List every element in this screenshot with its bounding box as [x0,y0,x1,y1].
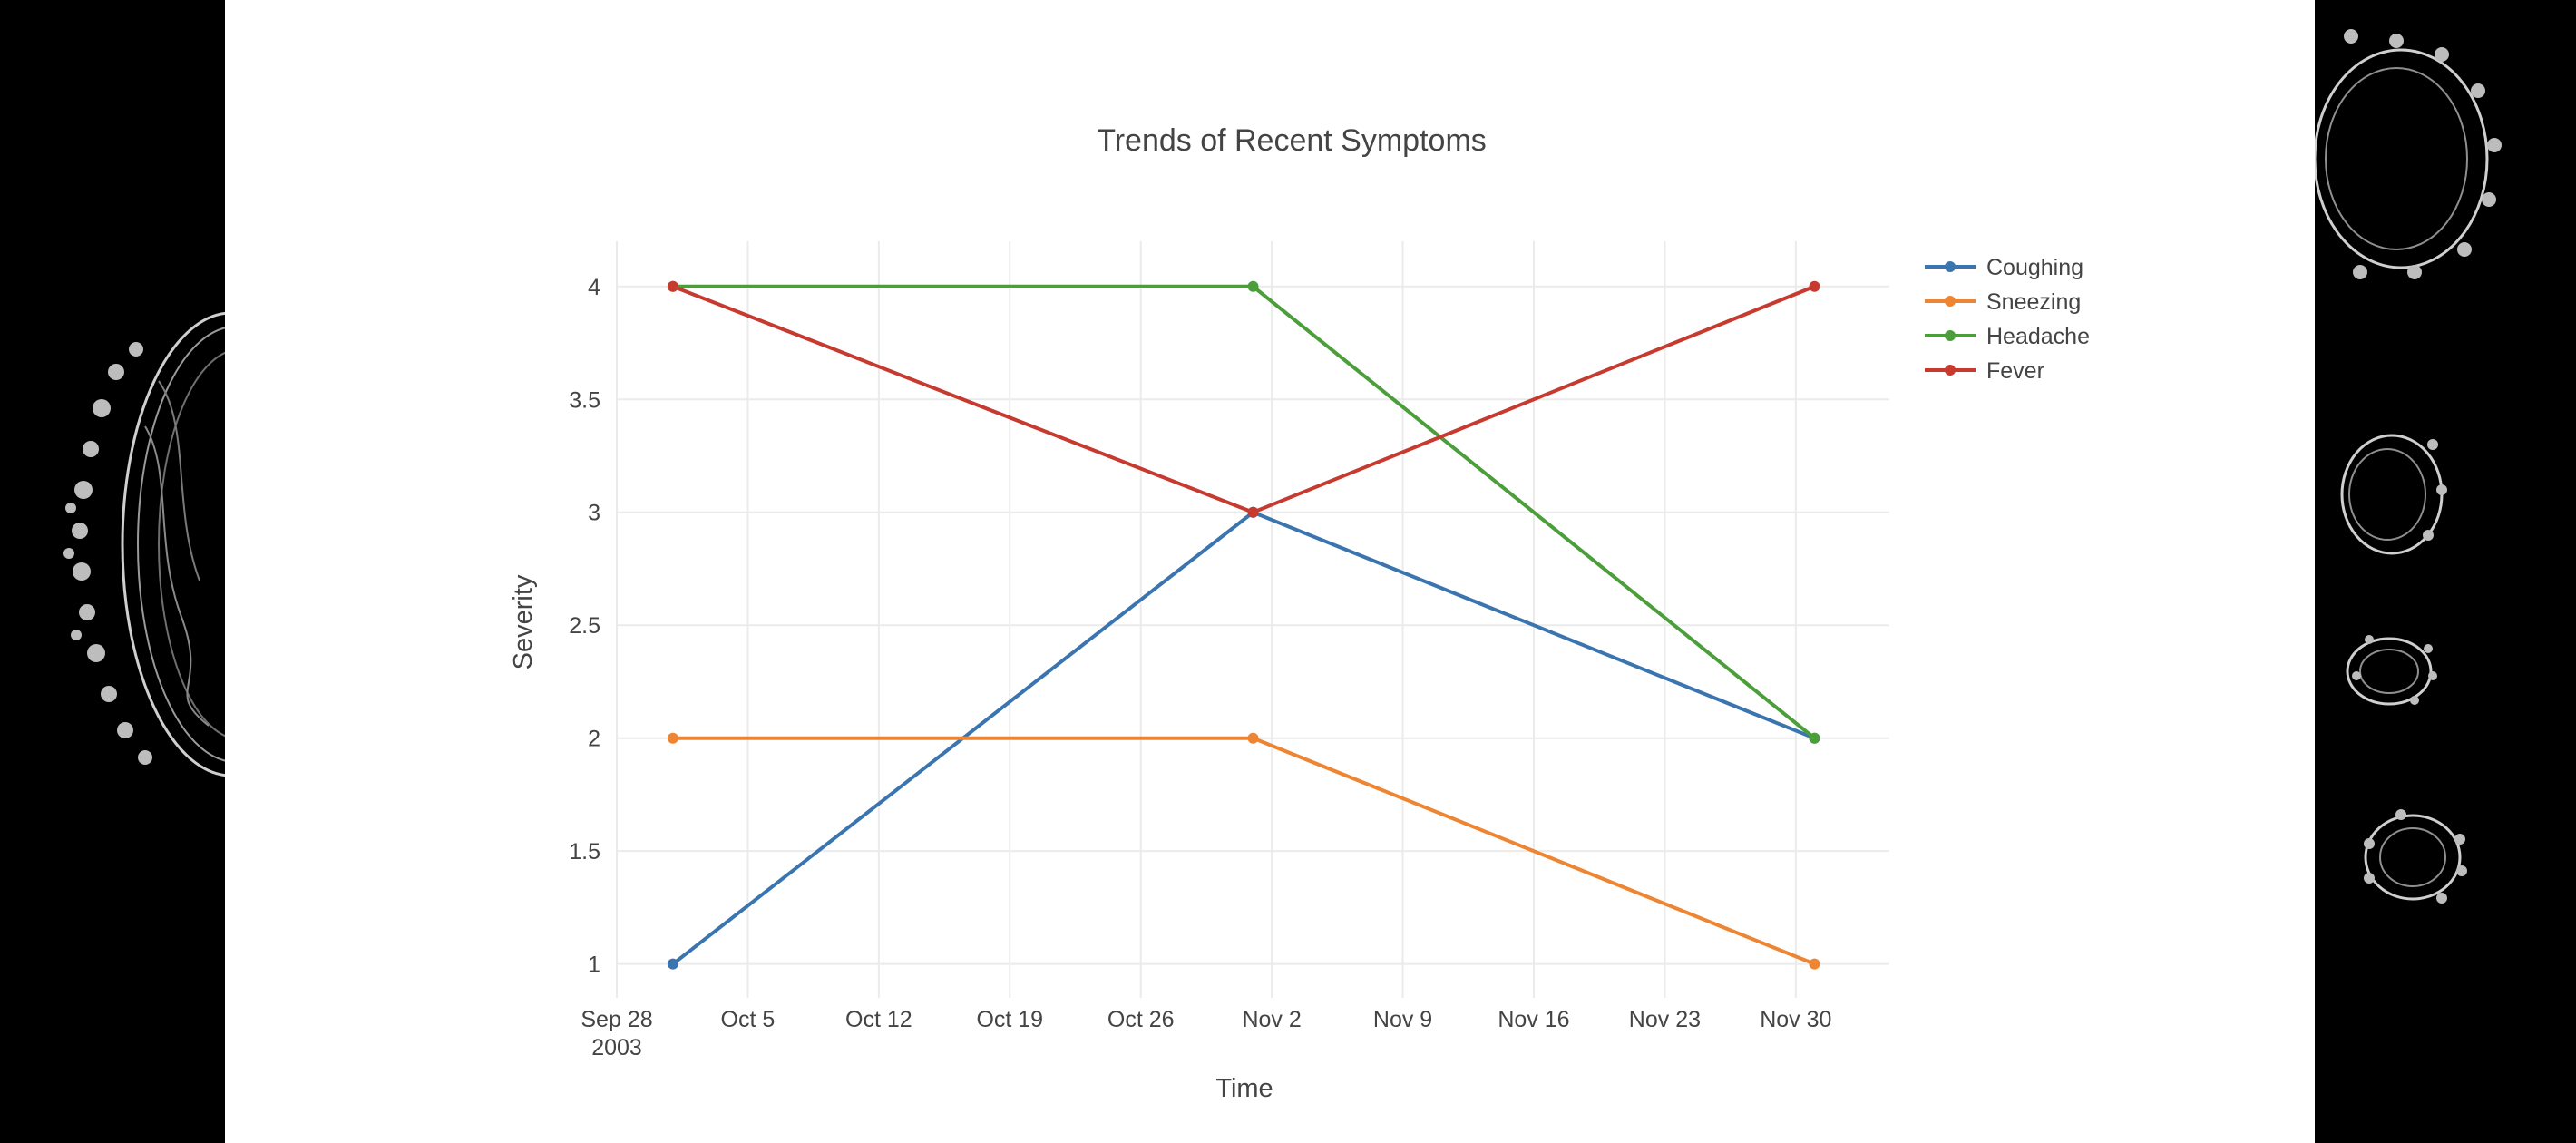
x-tick-label: Sep 28 [581,1007,652,1032]
data-point-fever [1809,280,1820,292]
x-tick-label: Oct 19 [976,1007,1043,1032]
legend-item-sneezing[interactable]: Sneezing [1925,289,2081,315]
legend-label: Fever [1986,358,2044,384]
legend-item-fever[interactable]: Fever [1925,358,2044,384]
x-tick-label: Oct 26 [1107,1007,1175,1032]
y-tick-label: 1 [588,952,600,978]
data-point-fever [667,280,678,292]
axis-ticks: Sep 28 Oct 5 Oct 12 Oct 19 Oct 26 Nov 2 Nov 9 N… [569,275,1831,1032]
y-tick-label: 1.5 [569,839,600,865]
data-point-fever [1247,506,1259,518]
virus-illustration-icon [63,311,225,777]
y-tick-label: 2.5 [569,613,600,639]
right-decorative-virus-art [2315,0,2576,1143]
grid-lines [616,241,1889,998]
legend[interactable]: Coughing Sneezing Headache Fever [1925,255,2090,384]
y-tick-label: 4 [588,275,600,300]
legend-marker-icon [1945,261,1956,272]
legend-label: Headache [1986,324,2090,349]
x-tick-label: Nov 2 [1242,1007,1301,1032]
data-point-headache [1247,280,1259,292]
chart-title: Trends of Recent Symptoms [1097,123,1487,158]
legend-item-coughing[interactable]: Coughing [1925,255,2083,280]
virus-cells-icon [2315,29,2502,904]
y-tick-label: 2 [588,727,600,752]
data-point-sneezing [1809,958,1820,970]
x-tick-year-label: 2003 [591,1035,642,1060]
left-decorative-virus-art [0,0,225,1143]
legend-marker-icon [1945,365,1956,376]
legend-marker-icon [1945,296,1956,307]
line-chart: Sep 28 Oct 5 Oct 12 Oct 19 Oct 26 Nov 2 Nov 9 N… [509,123,2090,1103]
data-point-sneezing [1247,732,1259,744]
series-lines [667,280,1820,970]
legend-item-headache[interactable]: Headache [1925,324,2090,349]
data-point-coughing [667,958,678,970]
x-tick-label: Nov 30 [1760,1007,1831,1032]
x-tick-label: Nov 23 [1629,1007,1701,1032]
legend-label: Coughing [1986,255,2083,280]
legend-label: Sneezing [1986,289,2081,315]
data-point-headache [1809,732,1820,744]
x-tick-label: Nov 16 [1498,1007,1569,1032]
chart-panel: Sep 28 Oct 5 Oct 12 Oct 19 Oct 26 Nov 2 Nov 9 N… [225,0,2315,1143]
y-axis-title: Severity [509,574,538,669]
legend-marker-icon [1945,330,1956,341]
data-point-sneezing [667,732,678,744]
x-tick-label: Nov 9 [1373,1007,1432,1032]
x-tick-label: Oct 5 [721,1007,776,1032]
y-tick-label: 3 [588,501,600,526]
x-tick-label: Oct 12 [845,1007,912,1032]
y-tick-label: 3.5 [569,387,600,413]
x-axis-title: Time [1215,1074,1273,1103]
